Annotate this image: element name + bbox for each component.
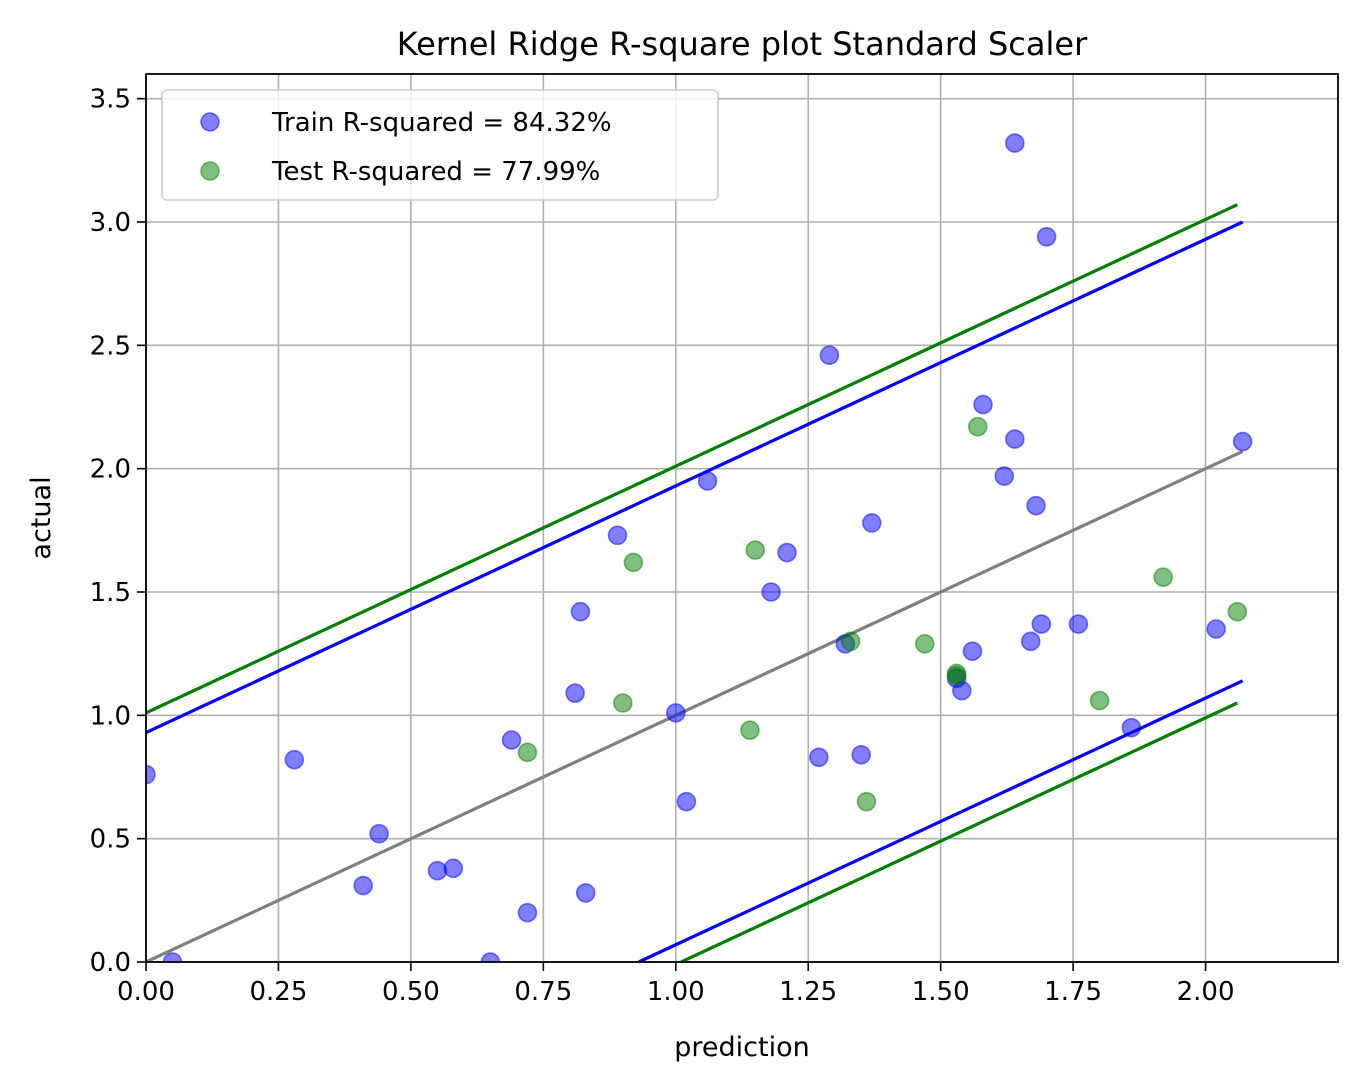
- legend-marker-train: [200, 112, 220, 132]
- train-point: [809, 747, 829, 768]
- y-tick-label: 0.0: [90, 948, 131, 978]
- train-point: [819, 345, 840, 366]
- train-point: [962, 641, 983, 662]
- train-point: [565, 683, 585, 703]
- test-point: [1227, 601, 1248, 622]
- test-point: [1089, 690, 1110, 711]
- train-point: [146, 764, 156, 785]
- train-point: [517, 902, 538, 923]
- train-point: [851, 744, 872, 765]
- x-tick-label: 1.75: [1044, 977, 1102, 1007]
- test-lower-line: [680, 701, 1239, 964]
- train-point: [501, 730, 522, 750]
- train-point: [1020, 631, 1041, 652]
- train-point: [570, 601, 591, 622]
- train-point: [1121, 717, 1142, 738]
- train-point: [353, 875, 374, 896]
- train-point: [1031, 614, 1052, 634]
- y-tick-label: 0.5: [90, 825, 131, 855]
- train-point: [284, 749, 305, 770]
- y-tick-label: 2.0: [90, 455, 131, 485]
- reference-lines: [145, 203, 1244, 964]
- y-tick-label: 2.5: [90, 331, 131, 361]
- x-tick-label: 1.25: [779, 977, 837, 1007]
- train-point: [777, 542, 797, 563]
- test-point: [745, 540, 766, 560]
- train-point: [607, 525, 628, 546]
- x-tick-label: 0.75: [514, 977, 572, 1007]
- y-tick-label: 3.0: [90, 208, 131, 238]
- test-point: [967, 416, 988, 437]
- test-point: [623, 552, 644, 573]
- x-tick-label: 0.25: [249, 977, 307, 1007]
- train-point: [973, 394, 993, 415]
- x-tick-label: 0.50: [382, 977, 440, 1007]
- legend-box: [161, 89, 719, 201]
- axis-ticks: 0.00 0.25 0.50 0.75 1.00 1.25 1.50 1.75 2.00 0.0 0…: [90, 85, 1235, 1007]
- train-point: [575, 883, 596, 903]
- test-upper-line: [145, 203, 1239, 715]
- train-point: [676, 791, 697, 812]
- scatter-points: [146, 133, 1253, 962]
- train-point: [1068, 614, 1089, 634]
- legend: Train R-squared = 84.32% Test R-squared …: [161, 89, 719, 201]
- x-tick-label: 0.00: [117, 977, 175, 1007]
- y-tick-label: 1.5: [90, 578, 131, 608]
- y-axis-label: actual: [26, 476, 57, 559]
- train-point: [427, 860, 448, 881]
- plot-frame: [145, 73, 1339, 963]
- test-point: [914, 633, 935, 654]
- legend-label-test: Test R-squared = 77.99%: [271, 157, 600, 187]
- train-point: [369, 823, 389, 844]
- train-point: [1206, 619, 1226, 639]
- train-point: [1005, 133, 1025, 153]
- plot-area: [146, 133, 1253, 962]
- legend-marker-test: [200, 161, 220, 181]
- train-point: [861, 513, 882, 533]
- test-point: [517, 742, 538, 763]
- x-tick-label: 1.00: [647, 977, 705, 1007]
- test-point: [612, 693, 633, 713]
- identity-line: [145, 449, 1244, 964]
- test-point: [740, 720, 760, 740]
- train-point: [1232, 431, 1253, 452]
- test-point: [840, 631, 861, 652]
- train-point: [697, 471, 718, 491]
- test-point: [946, 666, 967, 686]
- train-point: [480, 952, 501, 962]
- train-point: [761, 582, 781, 602]
- train-point: [1026, 495, 1046, 516]
- train-point: [162, 952, 183, 962]
- train-point: [994, 466, 1015, 486]
- train-point: [1036, 227, 1057, 247]
- x-tick-label: 1.50: [912, 977, 970, 1007]
- train-lower-line: [638, 679, 1244, 964]
- y-tick-label: 1.0: [90, 701, 131, 731]
- legend-label-train: Train R-squared = 84.32%: [271, 108, 612, 138]
- train-upper-line: [145, 220, 1244, 735]
- chart-title: Kernel Ridge R-square plot Standard Scal…: [397, 25, 1088, 63]
- train-point: [1005, 429, 1025, 449]
- x-tick-label: 2.00: [1177, 977, 1235, 1007]
- y-tick-label: 3.5: [90, 85, 131, 115]
- x-axis-label: prediction: [674, 1032, 809, 1063]
- train-point: [665, 703, 686, 723]
- train-point: [443, 858, 464, 879]
- test-point: [1153, 567, 1173, 588]
- test-point: [856, 791, 877, 812]
